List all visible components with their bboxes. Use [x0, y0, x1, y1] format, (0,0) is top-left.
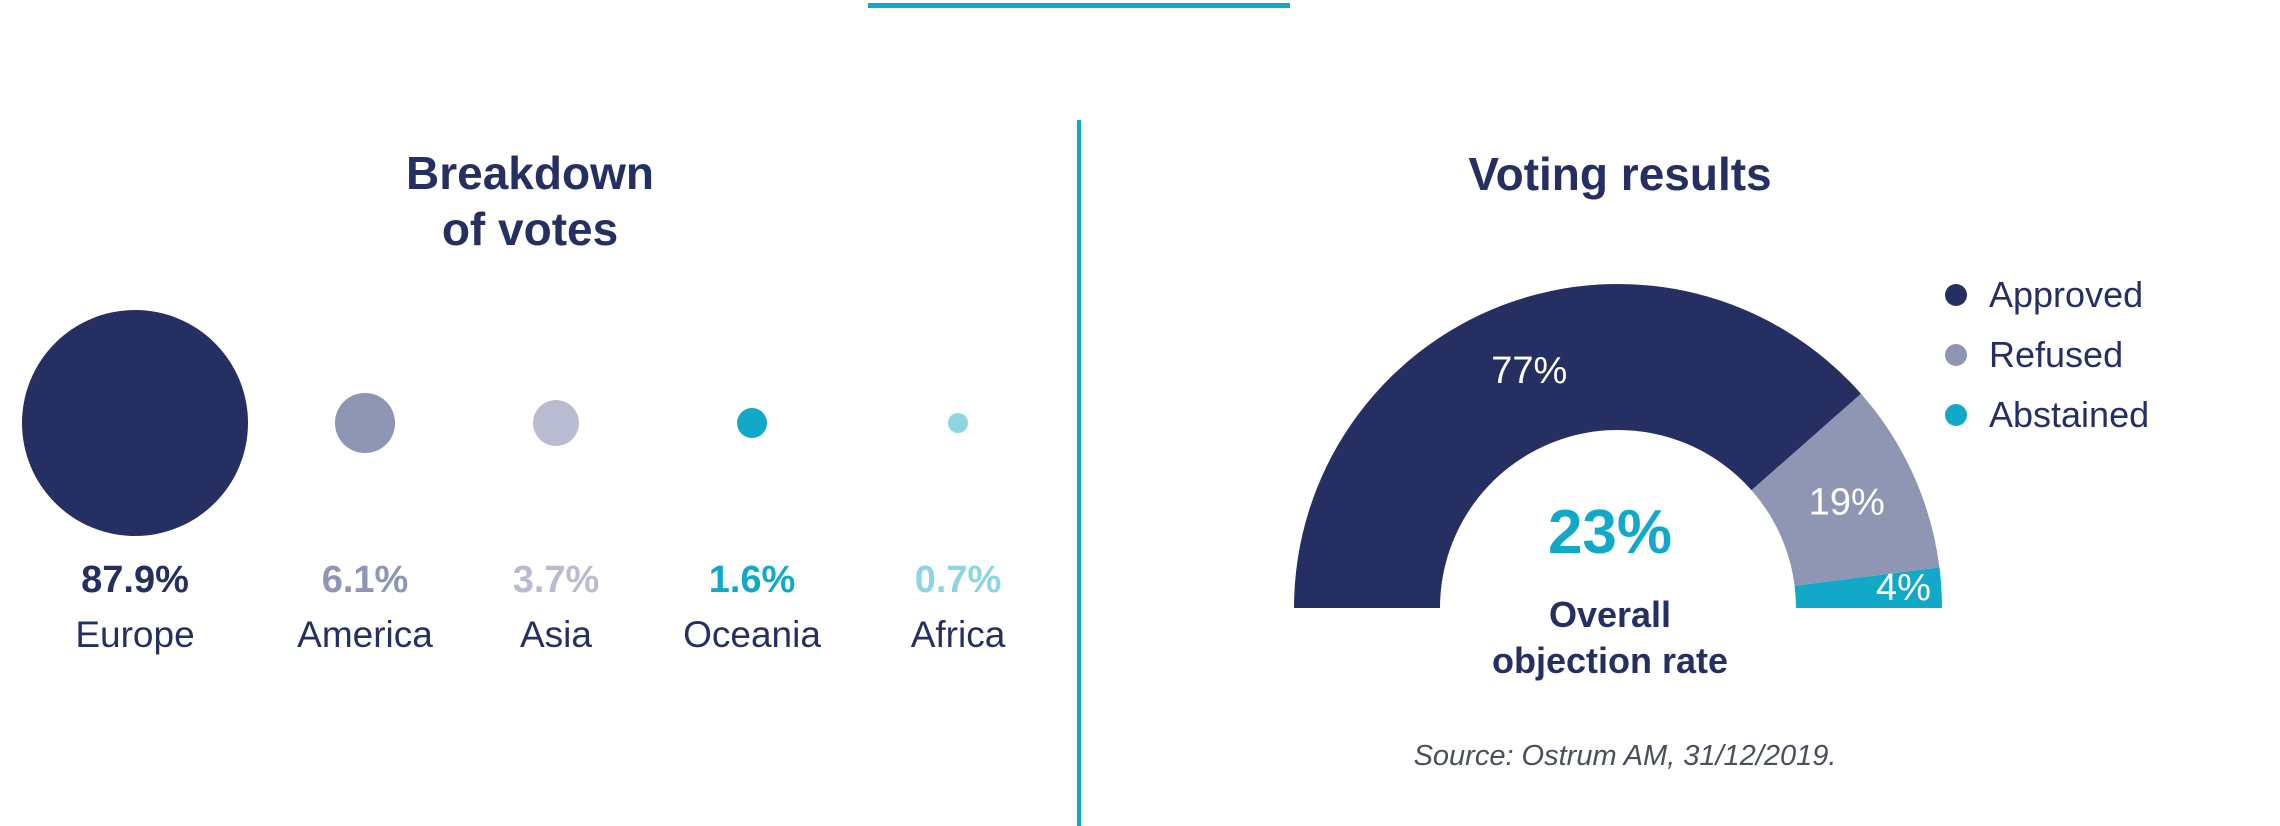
voting-results-title: Voting results	[1468, 148, 1772, 200]
slice-label-refused: 19%	[1809, 482, 1885, 524]
objection-rate-label-line1: Overall	[1548, 594, 1672, 635]
region-name-africa: Africa	[910, 614, 1006, 655]
legend-dot-abstained	[1945, 404, 1967, 426]
top-accent-rule	[868, 3, 1290, 8]
bubble-asia	[532, 399, 580, 447]
voting-results-legend: Approved Refused Abstained	[1945, 265, 2149, 445]
region-percent-africa: 0.7%	[914, 559, 1002, 601]
slice-refused	[1751, 393, 1940, 586]
region-percent-europe: 87.9%	[81, 559, 189, 601]
legend-item-approved: Approved	[1945, 265, 2149, 325]
region-percent-asia: 3.7%	[512, 559, 600, 601]
bubble-oceania	[736, 407, 768, 439]
slice-label-abstained: 4%	[1876, 567, 1931, 609]
legend-dot-approved	[1945, 284, 1967, 306]
slice-abstained	[1794, 567, 1942, 608]
legend-item-abstained: Abstained	[1945, 385, 2149, 445]
region-name-europe: Europe	[75, 614, 195, 655]
bubble-africa	[947, 412, 969, 434]
bubble-europe	[22, 310, 248, 536]
bubble-america	[335, 393, 395, 453]
region-percent-oceania: 1.6%	[708, 559, 796, 601]
breakdown-title: Breakdown of votes	[330, 145, 730, 257]
source-note: Source: Ostrum AM, 31/12/2019.	[1413, 740, 1837, 772]
slice-label-approved: 77%	[1491, 350, 1567, 392]
legend-label-approved: Approved	[1989, 274, 2144, 315]
legend-label-refused: Refused	[1989, 334, 2124, 375]
legend-dot-refused	[1945, 344, 1967, 366]
legend-item-refused: Refused	[1945, 325, 2149, 385]
region-name-asia: Asia	[520, 614, 592, 655]
panel-divider	[1077, 120, 1081, 826]
objection-rate-label: Overall objection rate	[1420, 592, 1800, 684]
objection-rate-value: 23%	[1547, 498, 1673, 567]
breakdown-title-line1: Breakdown	[406, 147, 654, 199]
breakdown-title-line2: of votes	[441, 203, 619, 255]
region-name-america: America	[297, 614, 433, 655]
region-name-oceania: Oceania	[683, 614, 821, 655]
objection-rate-label-line2: objection rate	[1491, 640, 1729, 681]
legend-label-abstained: Abstained	[1989, 394, 2150, 435]
slice-approved	[1294, 283, 1862, 608]
region-percent-america: 6.1%	[321, 559, 409, 601]
